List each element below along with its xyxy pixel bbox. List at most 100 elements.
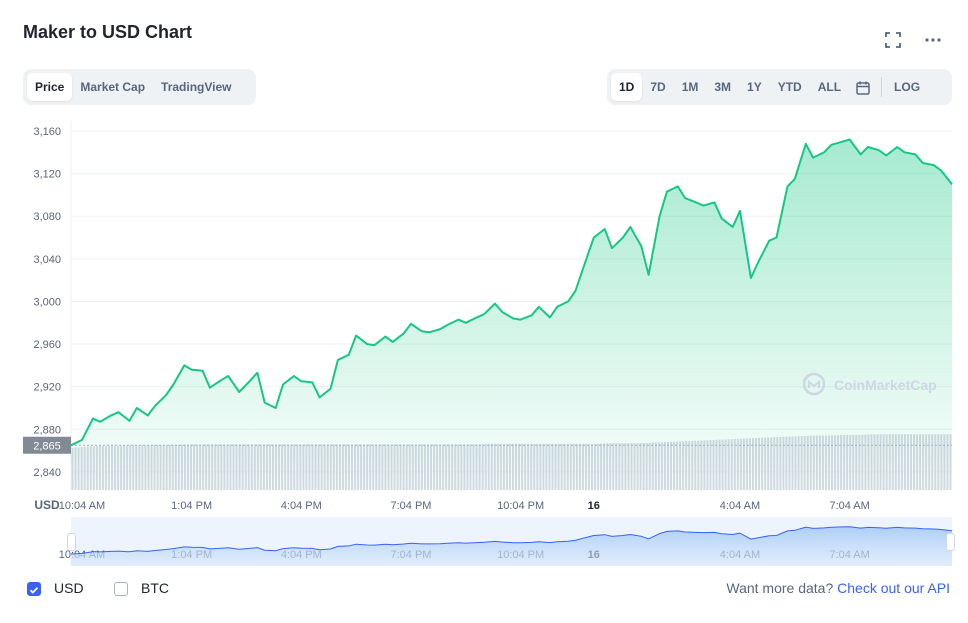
log-toggle[interactable]: LOG	[894, 80, 921, 94]
x-tick-label: 10:04 AM	[59, 500, 105, 512]
volume-bar	[600, 443, 603, 490]
volume-bar	[630, 443, 633, 490]
volume-bar	[691, 440, 694, 490]
price-area	[71, 139, 952, 490]
volume-bar	[120, 445, 123, 490]
volume-bar	[177, 444, 180, 490]
volume-bar	[344, 444, 347, 490]
volume-bar	[232, 444, 235, 490]
volume-bar	[642, 443, 645, 490]
volume-bar	[168, 444, 171, 490]
range-1m[interactable]: 1M	[681, 80, 699, 94]
range-ytd[interactable]: YTD	[777, 80, 802, 94]
volume-bar	[281, 444, 284, 490]
volume-bar	[71, 447, 74, 490]
volume-bar	[262, 444, 265, 490]
volume-bar	[645, 442, 648, 490]
volume-bar	[745, 438, 748, 490]
price-line	[70, 138, 953, 447]
tab-price[interactable]: Price	[27, 73, 73, 101]
btc-checkbox[interactable]	[114, 582, 128, 596]
volume-bar	[287, 444, 290, 490]
volume-bar	[226, 444, 229, 490]
volume-bar	[949, 434, 952, 490]
volume-bar	[676, 441, 679, 490]
volume-bar	[302, 444, 305, 490]
range-all[interactable]: ALL	[817, 80, 842, 94]
volume-bar	[764, 437, 767, 490]
volume-bar	[138, 445, 141, 490]
volume-bar	[633, 443, 636, 490]
volume-bar	[706, 440, 709, 490]
volume-bar	[265, 444, 268, 490]
volume-bar	[402, 444, 405, 490]
volume-bar	[469, 444, 472, 490]
grid-lines	[70, 121, 952, 490]
tab-market-cap[interactable]: Market Cap	[80, 80, 146, 94]
y-tick-label: 3,120	[33, 169, 61, 181]
range-7d[interactable]: 7D	[650, 80, 666, 94]
watermark-text: CoinMarketCap	[834, 377, 937, 393]
volume-bar	[882, 434, 885, 490]
volume-bar	[235, 444, 238, 490]
volume-bar	[378, 444, 381, 490]
volume-bar	[603, 443, 606, 490]
volume-bar	[533, 443, 536, 490]
volume-bar	[843, 434, 846, 490]
volume-bar	[913, 434, 916, 490]
navigator-right-handle[interactable]	[946, 533, 955, 551]
navigator-label: 1:04 PM	[171, 549, 212, 561]
calendar-icon[interactable]	[849, 73, 877, 101]
usd-checkbox[interactable]	[27, 582, 41, 596]
volume-bar	[396, 444, 399, 490]
volume-bar	[627, 443, 630, 490]
navigator-left-handle[interactable]	[67, 533, 76, 551]
volume-bar	[748, 438, 751, 490]
volume-bar	[530, 443, 533, 490]
volume-bar	[572, 443, 575, 490]
volume-bar	[381, 444, 384, 490]
range-3m[interactable]: 3M	[714, 80, 732, 94]
volume-bar	[834, 435, 837, 490]
volume-bar	[803, 435, 806, 490]
navigator-label: 10:04 PM	[497, 549, 544, 561]
volume-bar	[505, 443, 508, 490]
volume-bar	[648, 442, 651, 490]
volume-bar	[86, 446, 89, 490]
volume-bar	[299, 444, 302, 490]
volume-bar	[369, 444, 372, 490]
volume-bar	[472, 444, 475, 490]
reference-label: 2,865	[33, 440, 61, 452]
range-1y[interactable]: 1Y	[747, 80, 762, 94]
volume-bar	[223, 444, 226, 490]
navigator-background	[71, 517, 952, 566]
fullscreen-icon[interactable]	[883, 30, 903, 50]
tab-tradingview[interactable]: TradingView	[161, 80, 232, 94]
volume-bar	[196, 444, 199, 490]
volume-bar	[354, 444, 357, 490]
volume-bar	[673, 441, 676, 490]
volume-bar	[542, 443, 545, 490]
volume-bar	[156, 445, 159, 490]
volume-bar	[508, 443, 511, 490]
volume-bar	[123, 445, 126, 490]
volume-bar	[268, 444, 272, 490]
volume-bar	[651, 442, 654, 490]
volume-bar	[275, 444, 278, 490]
volume-bar	[569, 443, 572, 490]
volume-bar	[323, 444, 326, 490]
btc-label: BTC	[141, 580, 169, 596]
volume-bar	[855, 434, 858, 490]
volume-bar	[682, 441, 685, 490]
volume-bar	[475, 444, 478, 490]
volume-bar	[618, 443, 621, 490]
y-axis-unit: USD	[34, 498, 60, 512]
volume-bar	[454, 444, 457, 490]
more-options-icon[interactable]	[923, 30, 943, 50]
volume-bar	[436, 444, 439, 490]
volume-bar	[165, 445, 168, 490]
range-1d[interactable]: 1D	[611, 73, 643, 101]
volume-bar	[891, 434, 894, 490]
volume-bar	[909, 434, 913, 490]
api-link[interactable]: Check out our API	[837, 580, 950, 596]
